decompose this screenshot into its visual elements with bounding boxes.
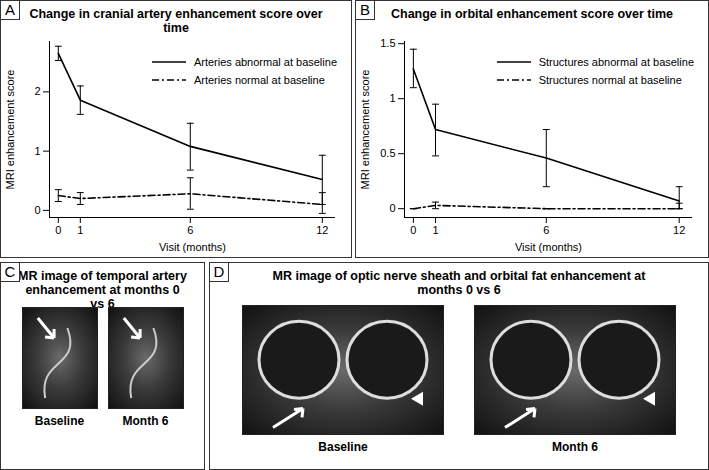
- svg-text:MRI enhancement score: MRI enhancement score: [359, 70, 371, 190]
- svg-text:Visit (months): Visit (months): [159, 241, 226, 253]
- html-text:Arteries abnormal at baseline: Arteries abnormal at baseline: [193, 56, 337, 68]
- svg-text:MRI enhancement score: MRI enhancement score: [4, 70, 16, 190]
- svg-text:6: 6: [543, 224, 549, 236]
- html-text:CMR image of temporal artery e: CMR image of temporal artery enhancement…: [4, 263, 187, 311]
- html-text:Change in cranial artery enhan: Change in cranial artery enhancement sco…: [29, 7, 323, 35]
- svg-text:0: 0: [55, 224, 61, 236]
- html-text:Month 6: Month 6: [552, 440, 598, 454]
- svg-text:1.5: 1.5: [380, 37, 395, 49]
- html-text:Change in orbital enhancement: Change in orbital enhancement score over…: [391, 7, 673, 21]
- html-text:Month 6: Month 6: [122, 414, 169, 428]
- svg-text:0: 0: [34, 204, 40, 216]
- svg-text:1: 1: [432, 224, 438, 236]
- svg-text:12: 12: [673, 224, 685, 236]
- html-text:Baseline: Baseline: [318, 440, 368, 454]
- html-text:A: A: [5, 1, 15, 18]
- svg-text:12: 12: [316, 224, 328, 236]
- html-text:MR image of optic nerve sheath: MR image of optic nerve sheath and orbit…: [272, 269, 646, 297]
- html-text:D: D: [213, 263, 225, 280]
- svg-text:0: 0: [389, 202, 395, 214]
- svg-text:0: 0: [410, 224, 416, 236]
- svg-text:2: 2: [34, 85, 40, 97]
- html-text:Structures abnormal at baselin: Structures abnormal at baseline: [538, 56, 694, 68]
- html-text:Arteries normal at baseline: Arteries normal at baseline: [193, 74, 325, 86]
- html-text:Structures normal at baseline: Structures normal at baseline: [538, 74, 682, 86]
- html-text:Baseline: Baseline: [34, 414, 85, 428]
- svg-text:1: 1: [389, 92, 395, 104]
- svg-text:1: 1: [77, 224, 83, 236]
- svg-text:6: 6: [187, 224, 193, 236]
- svg-text:1: 1: [34, 145, 40, 157]
- html-text:B: B: [360, 1, 370, 18]
- svg-text:0.5: 0.5: [380, 147, 395, 159]
- svg-text:Visit (months): Visit (months): [515, 241, 582, 253]
